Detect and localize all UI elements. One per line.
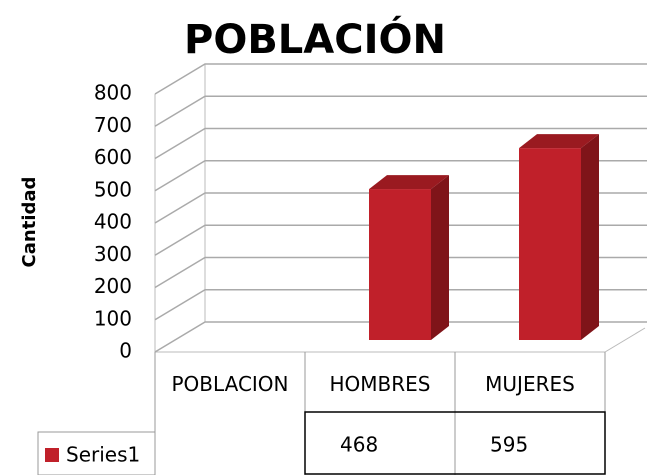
bar-top xyxy=(369,175,449,190)
bar-top xyxy=(519,134,599,149)
y-tick-label: 200 xyxy=(94,274,132,298)
x-tick-label: MUJERES xyxy=(485,372,575,396)
x-tick-cell: HOMBRES xyxy=(329,372,431,396)
y-tick-label: 0 xyxy=(119,339,132,363)
grid-line xyxy=(154,192,647,224)
legend-swatch xyxy=(45,448,59,462)
y-tick-label: 800 xyxy=(94,81,132,105)
y-tick-label: 100 xyxy=(94,306,132,330)
grid-line xyxy=(154,63,647,95)
x-tick-cell: MUJERES xyxy=(485,372,575,396)
y-tick-label: 400 xyxy=(94,210,132,234)
grid-line xyxy=(154,224,647,256)
y-tick-label: 500 xyxy=(94,177,132,201)
grid-line xyxy=(154,160,647,192)
y-tick-label: 300 xyxy=(94,242,132,266)
x-tick-cell: POBLACION xyxy=(171,372,289,396)
x-tick-label: POBLACION xyxy=(171,372,289,396)
grid-line xyxy=(154,321,647,353)
grid-line xyxy=(154,95,647,127)
bar-side xyxy=(431,175,449,340)
y-tick-label: 600 xyxy=(94,145,132,169)
grid-line xyxy=(154,289,647,321)
bar xyxy=(519,148,581,340)
legend-cell xyxy=(37,431,156,475)
data-table-box xyxy=(304,411,606,475)
x-tick-label: HOMBRES xyxy=(329,372,431,396)
y-tick-label: 700 xyxy=(94,113,132,137)
y-axis-label: Cantidad xyxy=(19,177,40,268)
data-table-value: 468 xyxy=(340,433,378,457)
data-table-value: 595 xyxy=(490,433,528,457)
chart-title: POBLACIÓN xyxy=(184,15,446,63)
grid-line xyxy=(154,127,647,160)
legend-label: Series1 xyxy=(66,443,140,467)
bar-side xyxy=(581,134,599,340)
bar xyxy=(369,189,431,340)
grid-line xyxy=(154,256,647,289)
